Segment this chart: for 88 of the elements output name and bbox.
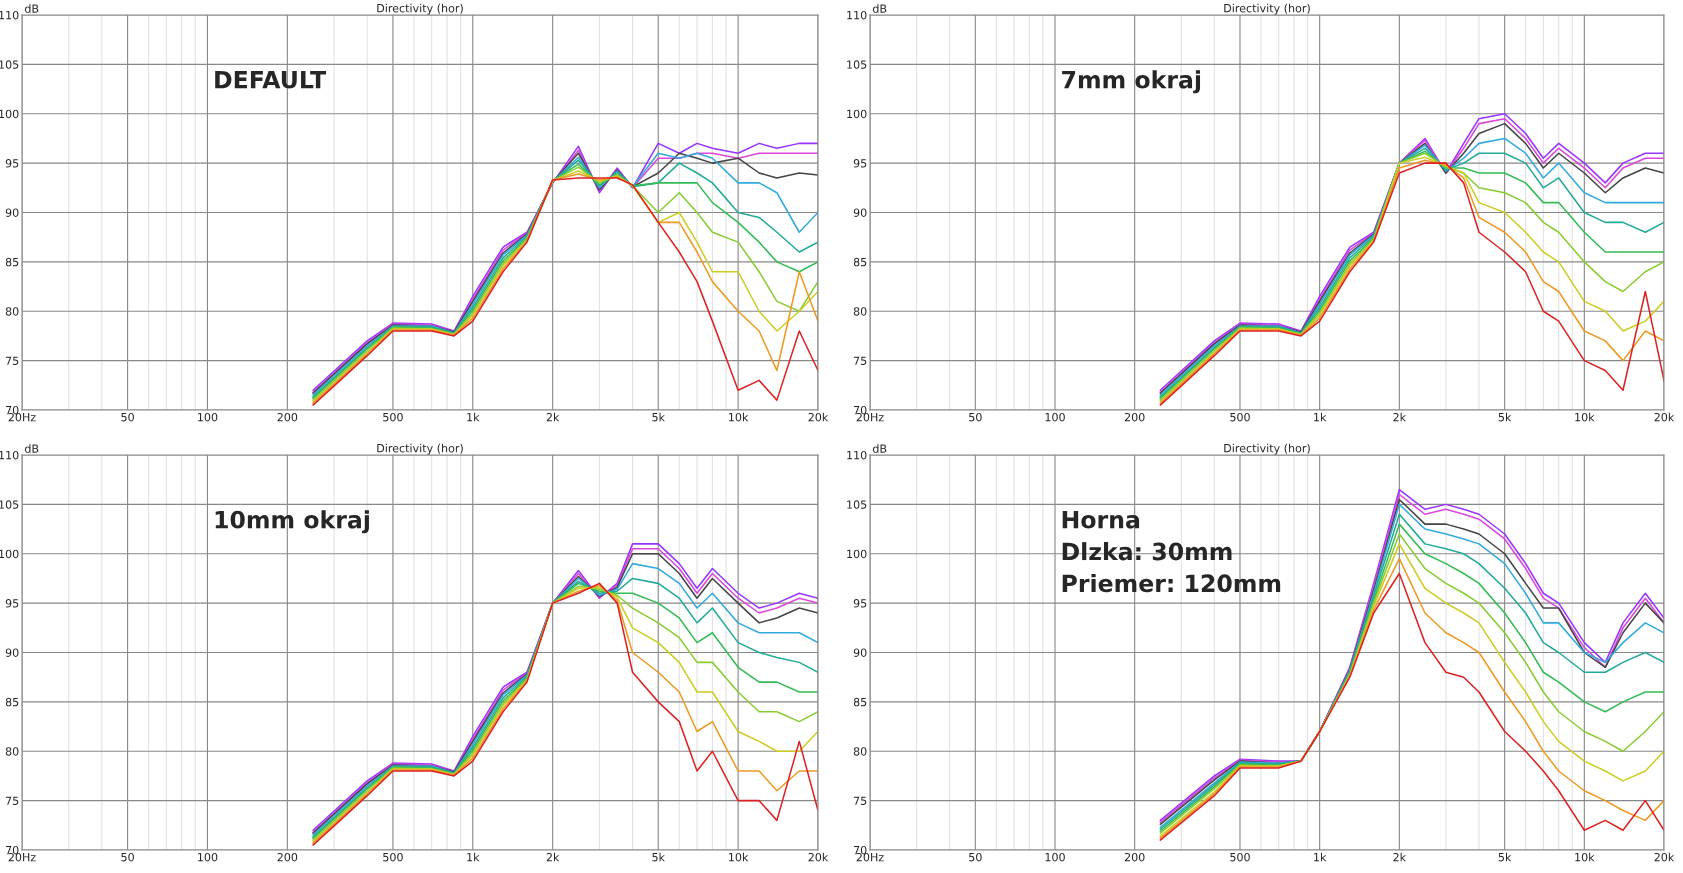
y-tick-label: 110	[847, 450, 867, 460]
x-tick-label: 200	[1124, 412, 1145, 422]
x-tick-label: 20Hz	[8, 412, 36, 422]
y-tick-label: 95	[853, 599, 867, 608]
x-tick-label: 1k	[1314, 412, 1327, 422]
y-tick-label: 70	[5, 405, 19, 415]
x-tick-label: 100	[1045, 412, 1065, 422]
x-tick-label: 1k	[1314, 852, 1327, 862]
y-tick-label: 100	[847, 109, 867, 119]
y-tick-label: 85	[853, 257, 867, 267]
y-tick-label: 70	[5, 845, 19, 855]
y-tick-label: 95	[5, 599, 19, 608]
y-tick-label: 80	[5, 307, 19, 316]
x-tick-label: 100	[1045, 852, 1065, 862]
y-tick-label: 105	[847, 500, 867, 509]
x-tick-label: 200	[1124, 852, 1145, 862]
x-tick-label: 10k	[1575, 852, 1595, 862]
y-tick-label: 110	[0, 450, 19, 460]
x-tick-label: 1k	[467, 412, 480, 422]
x-tick-label: 5k	[652, 412, 665, 422]
x-tick-label: 5k	[652, 852, 665, 862]
x-tick-label: 50	[969, 852, 982, 862]
x-tick-label: 20k	[808, 412, 829, 422]
y-axis-title: dB	[872, 444, 887, 453]
y-axis-title: dB	[872, 4, 887, 13]
chart-title: Directivity (hor)	[377, 3, 463, 15]
x-tick-label: 500	[383, 412, 403, 422]
x-tick-label: 50	[969, 412, 982, 422]
x-tick-label: 500	[1230, 412, 1250, 422]
y-tick-label: 75	[853, 356, 867, 365]
annotation: 7mm okraj	[1062, 70, 1201, 94]
x-tick-label: 500	[1230, 852, 1250, 862]
y-tick-label: 105	[0, 60, 19, 69]
y-tick-label: 100	[0, 549, 19, 559]
x-tick-label: 1k	[467, 852, 480, 862]
x-tick-label: 2k	[1393, 412, 1407, 422]
x-tick-label: 50	[121, 412, 134, 422]
x-tick-label: 2k	[546, 852, 560, 862]
x-tick-label: 2k	[1393, 852, 1407, 862]
y-tick-label: 70	[853, 405, 867, 415]
x-tick-label: 2k	[546, 412, 560, 422]
y-tick-label: 100	[847, 549, 867, 559]
x-tick-label: 10k	[1575, 412, 1595, 422]
y-tick-label: 95	[853, 159, 867, 168]
x-tick-label: 200	[277, 412, 298, 422]
y-tick-label: 75	[853, 796, 867, 805]
annotation: Horna Dlzka: 30mm Priemer: 120mm	[1062, 511, 1281, 593]
annotation: DEFAULT	[215, 71, 327, 89]
x-tick-label: 20Hz	[8, 852, 36, 862]
x-tick-label: 5k	[1498, 852, 1512, 862]
chart-title: Directivity (hor)	[377, 443, 463, 455]
y-tick-label: 90	[853, 208, 867, 217]
x-tick-label: 10k	[729, 412, 749, 422]
y-tick-label: 95	[5, 159, 19, 168]
x-tick-label: 200	[277, 852, 298, 862]
x-tick-label: 20k	[808, 852, 829, 862]
y-tick-label: 70	[853, 845, 867, 855]
x-tick-label: 20Hz	[856, 412, 884, 422]
x-tick-label: 100	[198, 412, 218, 422]
y-tick-label: 90	[5, 208, 19, 217]
y-tick-label: 90	[5, 648, 19, 657]
x-tick-label: 500	[383, 852, 403, 862]
y-tick-label: 80	[5, 747, 19, 756]
x-tick-label: 20Hz	[856, 852, 884, 862]
x-tick-label: 5k	[1498, 412, 1512, 422]
x-tick-label: 20k	[1654, 412, 1675, 422]
chart-title: Directivity (hor)	[1224, 443, 1310, 455]
y-tick-label: 75	[5, 796, 19, 805]
y-tick-label: 80	[853, 747, 867, 756]
y-tick-label: 80	[853, 307, 867, 316]
y-tick-label: 105	[847, 60, 867, 69]
y-tick-label: 110	[0, 10, 19, 20]
x-tick-label: 50	[121, 852, 134, 862]
x-tick-label: 10k	[729, 852, 749, 862]
y-tick-label: 85	[853, 697, 867, 707]
y-tick-label: 105	[0, 500, 19, 509]
y-tick-label: 100	[0, 109, 19, 119]
y-tick-label: 90	[853, 648, 867, 657]
y-tick-label: 85	[5, 697, 19, 707]
y-tick-label: 85	[5, 257, 19, 267]
annotation: 10mm okraj	[215, 510, 369, 534]
x-tick-label: 100	[198, 852, 218, 862]
chart-title: Directivity (hor)	[1224, 3, 1310, 15]
y-axis-title: dB	[25, 444, 39, 453]
y-tick-label: 110	[847, 10, 867, 20]
y-tick-label: 75	[5, 356, 19, 365]
x-tick-label: 20k	[1654, 852, 1675, 862]
y-axis-title: dB	[25, 4, 39, 13]
